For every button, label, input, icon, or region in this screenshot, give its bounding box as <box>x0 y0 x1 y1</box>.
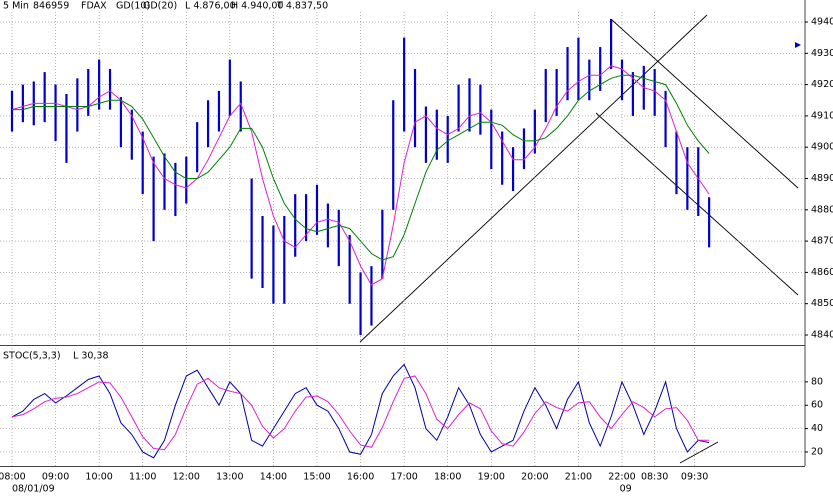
y-tick-label: 4930 <box>811 48 833 59</box>
y-tick-label: 4890 <box>811 173 833 184</box>
y-tick-label: 4870 <box>811 236 833 247</box>
y-tick-label: 4880 <box>811 204 833 215</box>
trend-line <box>679 441 719 464</box>
x-tick-label: 18:00 <box>434 472 461 483</box>
x-tick-label: 17:00 <box>390 472 417 483</box>
stat: L 30,38 <box>73 351 109 362</box>
stat: T 4.837,50 <box>276 1 328 12</box>
x-tick-label: 08:00 <box>0 472 26 483</box>
x-tick-label: 08:30 <box>641 472 668 483</box>
y-tick-label: 4940 <box>811 17 833 28</box>
y-tick-label: 4920 <box>811 79 833 90</box>
y-tick-label: 20 <box>811 446 823 457</box>
series-line <box>11 363 710 459</box>
x-tick-label: 09:00 <box>42 472 69 483</box>
trend-lines <box>359 14 799 464</box>
x-tick-label: 14:00 <box>260 472 287 483</box>
y-tick-label: 4850 <box>811 298 833 309</box>
date-label: 08/01/09 <box>12 484 55 495</box>
x-tick-label: 10:00 <box>85 472 112 483</box>
legend-entry: GD(10) <box>116 1 150 12</box>
series-line <box>12 74 710 261</box>
x-tick-label: 22:00 <box>608 472 635 483</box>
series-line <box>11 375 710 451</box>
x-tick-label: 09:30 <box>681 472 708 483</box>
legend-entry: GD(20) <box>143 1 177 12</box>
x-tick-label: 11:00 <box>129 472 156 483</box>
x-tick-label: 21:00 <box>565 472 592 483</box>
x-tick-label: 16:00 <box>347 472 374 483</box>
symbol: FDAX <box>81 1 107 12</box>
x-tick-label: 15:00 <box>303 472 330 483</box>
y-tick-label: 4860 <box>811 267 833 278</box>
x-tick-label: 13:00 <box>216 472 243 483</box>
series-line <box>11 65 710 286</box>
y-tick-label: 4840 <box>811 329 833 340</box>
x-tick-label: 12:00 <box>173 472 200 483</box>
interval: 5 Min <box>3 1 29 12</box>
panel-title: STOC(5,3,3) <box>3 351 61 362</box>
price-marker <box>795 42 801 48</box>
stat: H 4.940,00 <box>231 1 283 12</box>
x-tick-label: 20:00 <box>521 472 548 483</box>
y-tick-label: 4910 <box>811 110 833 121</box>
stat: L 4.876,00 <box>185 1 236 12</box>
trend-line <box>359 14 708 343</box>
y-tick-label: 80 <box>811 376 823 387</box>
symbol-id: 846959 <box>33 1 69 12</box>
y-tick-label: 40 <box>811 423 823 434</box>
trend-line <box>611 19 799 189</box>
date-label: 09 <box>620 484 632 495</box>
trend-line <box>595 112 799 296</box>
x-tick-label: 19:00 <box>478 472 505 483</box>
y-tick-label: 60 <box>811 400 823 411</box>
y-tick-label: 4900 <box>811 142 833 153</box>
